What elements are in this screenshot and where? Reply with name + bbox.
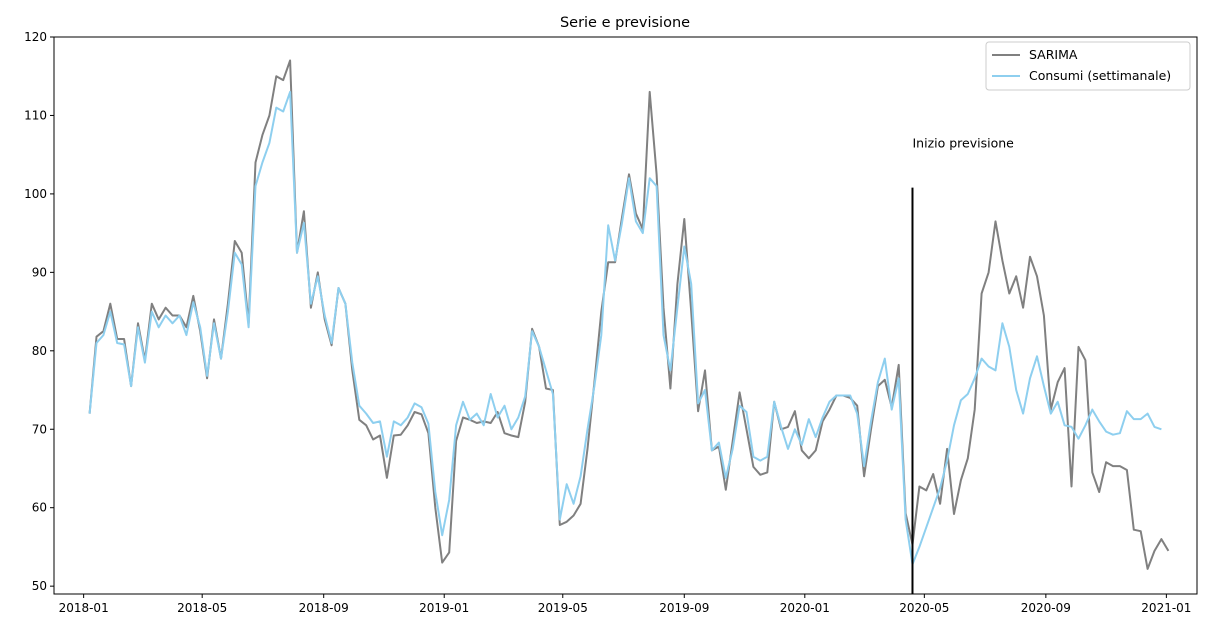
y-tick-label: 90 [32, 265, 47, 279]
x-tick-label: 2020-01 [780, 601, 830, 615]
y-tick-label: 50 [32, 579, 47, 593]
plot-frame [53, 36, 1198, 595]
forecast-marker: Inizio previsione [911, 136, 1014, 594]
x-tick-label: 2021-01 [1141, 601, 1191, 615]
x-tick-label: 2018-09 [299, 601, 349, 615]
y-tick-label: 120 [24, 30, 47, 44]
legend: SARIMA Consumi (settimanale) [985, 41, 1191, 91]
x-tick-label: 2020-09 [1021, 601, 1071, 615]
y-tick-label: 60 [32, 501, 47, 515]
legend-label-sarima: SARIMA [1029, 47, 1078, 62]
x-tick-label: 2019-05 [538, 601, 588, 615]
x-tick-label: 2019-09 [659, 601, 709, 615]
y-tick-label: 70 [32, 422, 47, 436]
series-layer [88, 59, 1170, 570]
x-tick-label: 2018-05 [177, 601, 227, 615]
x-tick-label: 2018-01 [59, 601, 109, 615]
legend-label-consumi: Consumi (settimanale) [1029, 68, 1171, 83]
y-tick-label: 110 [24, 108, 47, 122]
series-line-consumi [88, 90, 1162, 566]
chart-title: Serie e previsione [560, 15, 690, 31]
y-tick-label: 100 [24, 187, 47, 201]
legend-box [985, 41, 1191, 91]
x-tick-label: 2020-05 [899, 601, 949, 615]
series-line-sarima [88, 59, 1170, 570]
y-axis: 50 60 70 80 90 100 110 120 [24, 30, 54, 593]
x-axis: 2018-01 2018-05 2018-09 2019-01 2019-05 2019-… [59, 594, 1191, 615]
forecast-start-label: Inizio previsione [912, 136, 1014, 151]
y-tick-label: 80 [32, 344, 47, 358]
x-tick-label: 2019-01 [419, 601, 469, 615]
